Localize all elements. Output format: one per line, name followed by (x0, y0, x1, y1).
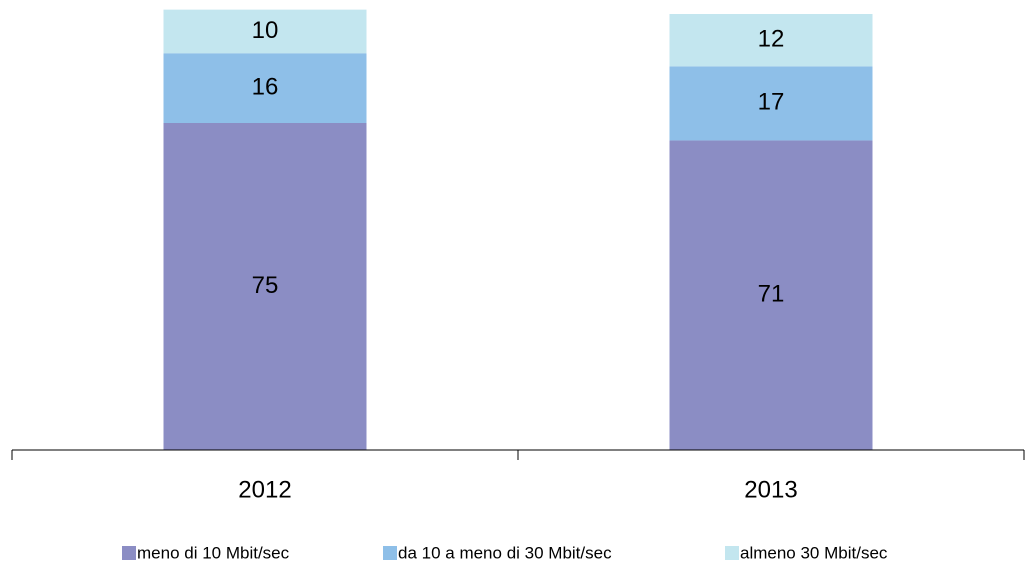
legend-swatch (122, 546, 136, 560)
data-label: 17 (758, 89, 785, 116)
bar-segment (163, 53, 367, 123)
legend-label: almeno 30 Mbit/sec (740, 543, 888, 562)
bar-segment (163, 123, 367, 450)
legend-label: meno di 10 Mbit/sec (137, 543, 290, 562)
data-label: 75 (252, 272, 279, 299)
bar-segment (669, 140, 873, 450)
x-tick-label: 2013 (744, 476, 797, 503)
bar-segment (669, 14, 873, 67)
data-label: 16 (252, 73, 279, 100)
data-label: 10 (252, 17, 279, 44)
legend-swatch (725, 546, 739, 560)
legend-label: da 10 a meno di 30 Mbit/sec (398, 543, 612, 562)
x-tick-label: 2012 (238, 476, 291, 503)
legend-swatch (383, 546, 397, 560)
data-label: 71 (758, 281, 785, 308)
bar-segment (163, 9, 367, 54)
data-label: 12 (758, 26, 785, 53)
bar-segment (669, 66, 873, 141)
